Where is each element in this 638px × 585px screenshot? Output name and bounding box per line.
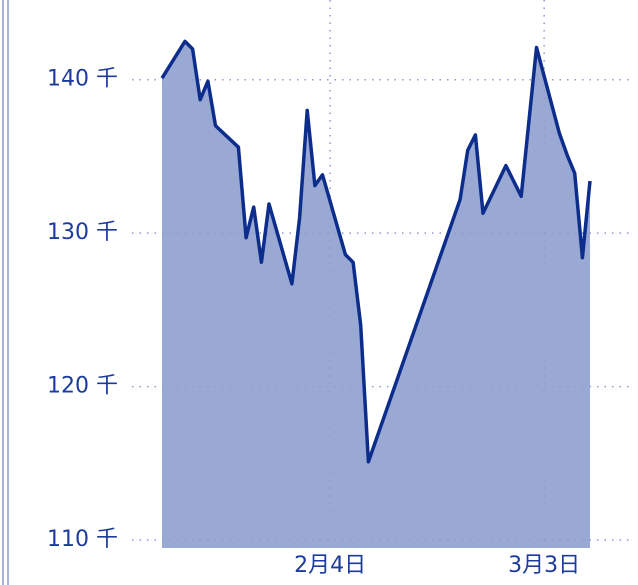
y-tick-label: 130 千 (47, 220, 118, 245)
y-tick-label: 140 千 (47, 67, 118, 92)
area (162, 41, 590, 549)
y-tick-label: 110 千 (47, 527, 118, 552)
x-tick-label: 3月3日 (508, 553, 580, 578)
line (160, 39, 592, 464)
y-tick-label: 120 千 (47, 374, 118, 399)
x-tick-label: 2月4日 (294, 553, 366, 578)
